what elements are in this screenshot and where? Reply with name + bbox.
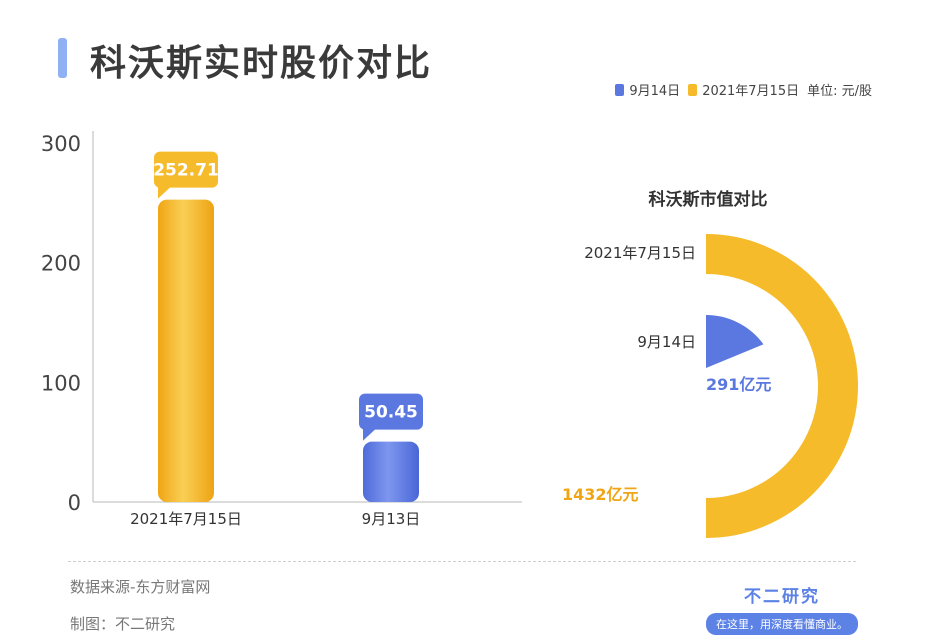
value-callout [359,393,423,430]
x-tick-label: 2021年7月15日 [130,510,242,528]
y-tick-label: 100 [41,371,81,395]
data-label: 252.71 [153,161,219,181]
legend-item-jul15: 2021年7月15日 [688,80,799,99]
pie-category-label: 9月14日 [637,333,696,351]
footer-divider [68,561,856,562]
legend-label-sep14: 9月14日 [629,84,681,99]
y-tick-label: 0 [68,491,81,515]
legend-item-sep14: 9月14日 [615,80,680,99]
brand-slogan: 在这里，用深度看懂商业。 [706,613,858,635]
brand-logo: 不二研究 在这里，用深度看懂商业。 [706,582,858,635]
chart-maker: 制图：不二研究 [70,615,176,633]
data-source: 数据来源-东方财富网 [70,578,211,596]
value-callout-tail [158,186,171,199]
value-callout-tail [363,428,376,441]
brand-name: 不二研究 [744,587,820,607]
data-label: 50.45 [364,403,418,423]
bar [363,441,419,502]
pie-slice [706,315,764,368]
pie-title: 科沃斯市值对比 [649,189,768,210]
y-tick-label: 200 [41,252,81,276]
legend-unit: 单位: 元/股 [807,84,872,99]
title-accent-bar [58,38,67,78]
x-tick-label: 9月13日 [362,510,421,528]
value-callout [154,151,218,188]
pie-category-label: 2021年7月15日 [584,244,696,262]
bar [158,199,214,502]
pie-slice [706,234,858,538]
pie-value-label: 1432亿元 [562,485,639,504]
legend-label-jul15: 2021年7月15日 [702,84,800,99]
page-title: 科沃斯实时股价对比 [90,43,433,84]
legend-swatch-jul15 [688,83,698,96]
pie-value-label: 291亿元 [706,375,771,394]
legend: 9月14日 2021年7月15日 单位: 元/股 [615,80,872,99]
legend-swatch-sep14 [615,83,625,96]
y-tick-label: 300 [41,132,81,156]
